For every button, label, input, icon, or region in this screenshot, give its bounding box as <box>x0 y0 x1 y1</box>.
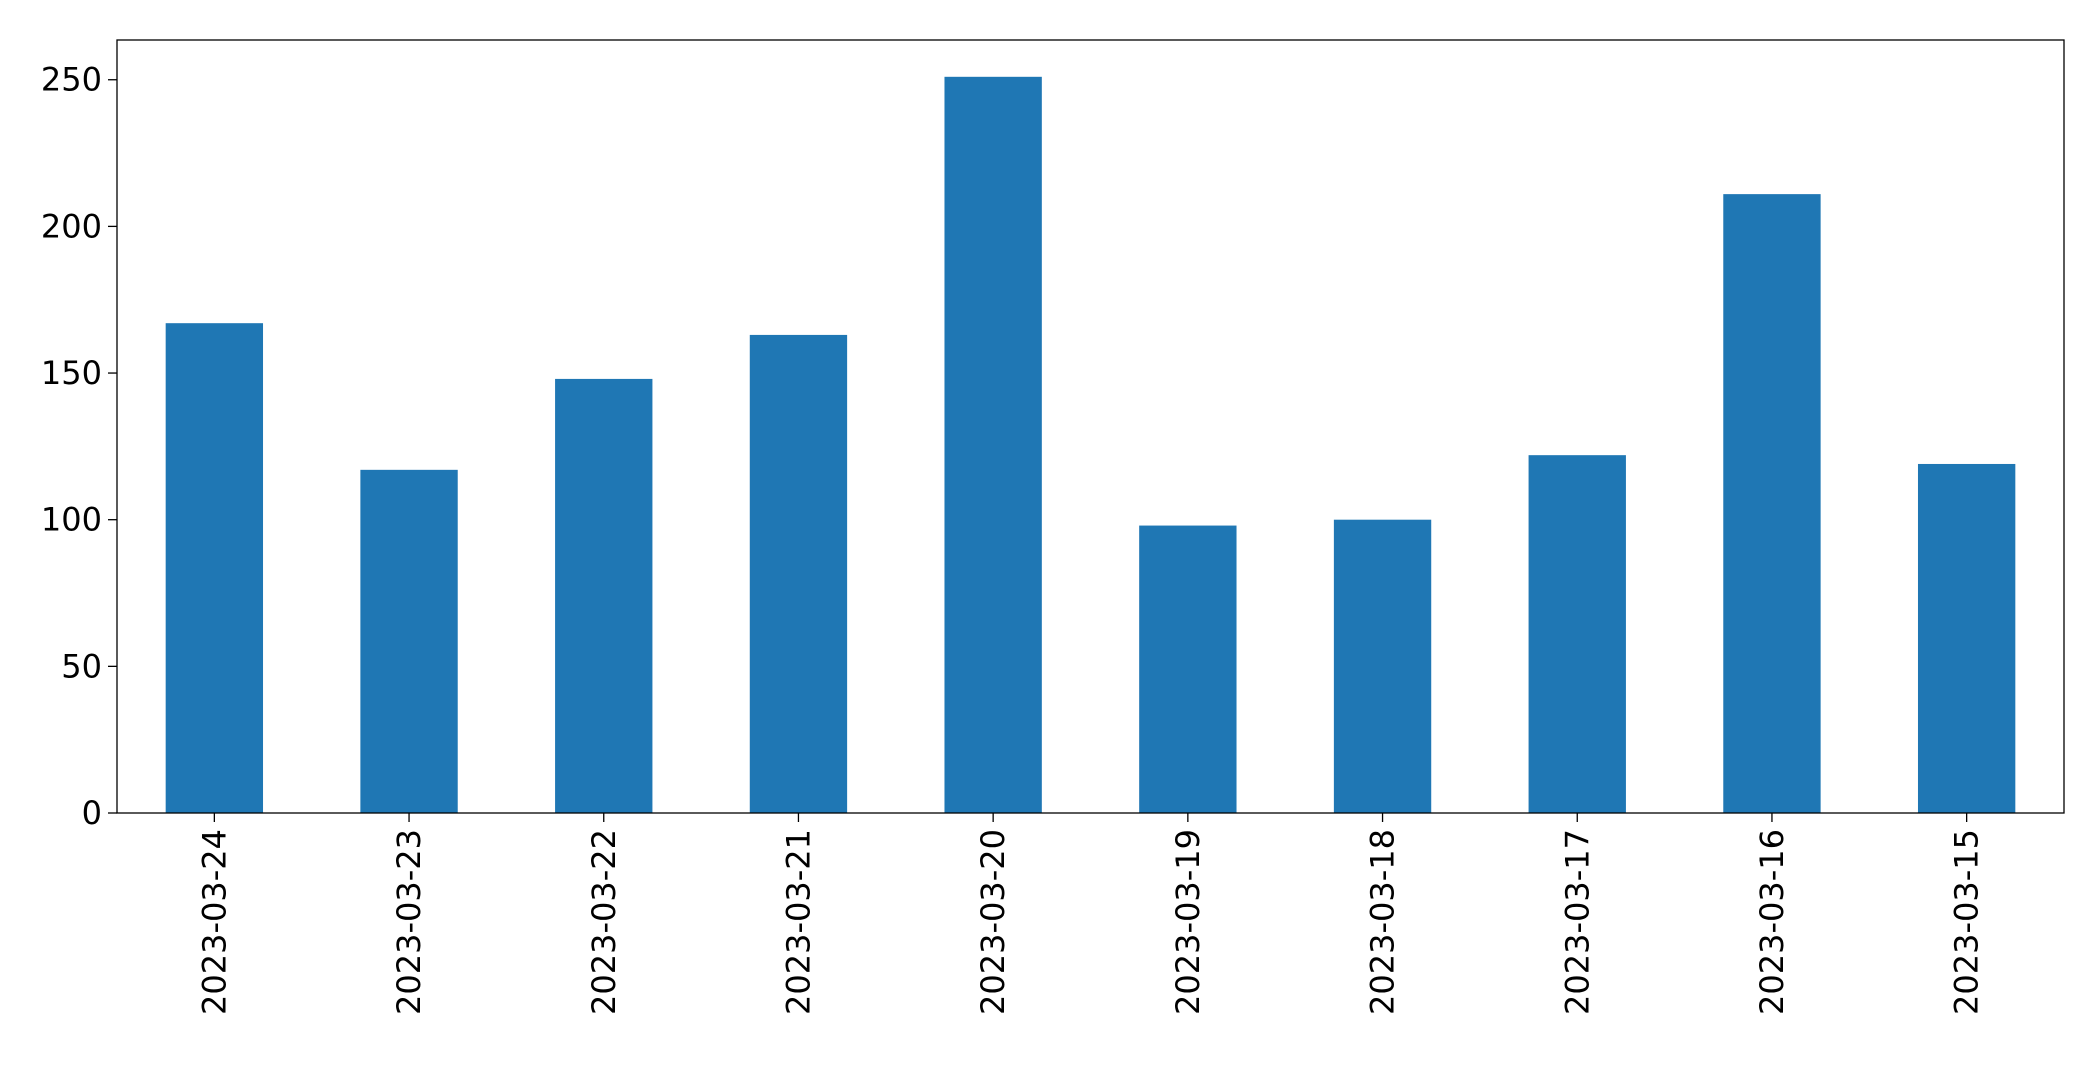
x-tick-label: 2023-03-24 <box>195 829 233 1015</box>
bar <box>1917 463 2016 813</box>
x-tick-label: 2023-03-22 <box>585 829 623 1015</box>
x-tick-label: 2023-03-19 <box>1169 829 1207 1015</box>
y-tick-label: 250 <box>41 61 102 99</box>
bar <box>1723 194 1821 813</box>
plot-frame <box>116 39 2065 814</box>
bar <box>360 469 458 813</box>
x-tick-label: 2023-03-20 <box>974 829 1012 1015</box>
x-tick-label: 2023-03-16 <box>1753 829 1791 1015</box>
bar <box>165 323 264 813</box>
y-tick-label: 150 <box>41 354 102 392</box>
bar <box>555 378 653 813</box>
y-tick-label: 100 <box>41 501 102 539</box>
bar <box>944 76 1042 814</box>
bar <box>1528 455 1626 813</box>
x-tick-label: 2023-03-21 <box>779 829 817 1015</box>
x-tick-label: 2023-03-15 <box>1948 829 1986 1015</box>
y-tick-label: 0 <box>82 794 102 832</box>
bar <box>1139 525 1237 813</box>
y-tick-label: 200 <box>41 207 102 245</box>
x-tick-label: 2023-03-18 <box>1364 829 1402 1015</box>
x-tick-label: 2023-03-23 <box>390 829 428 1015</box>
bar <box>1333 519 1432 813</box>
bar <box>749 334 848 813</box>
y-tick-label: 50 <box>61 647 102 685</box>
x-tick-label: 2023-03-17 <box>1558 829 1596 1015</box>
